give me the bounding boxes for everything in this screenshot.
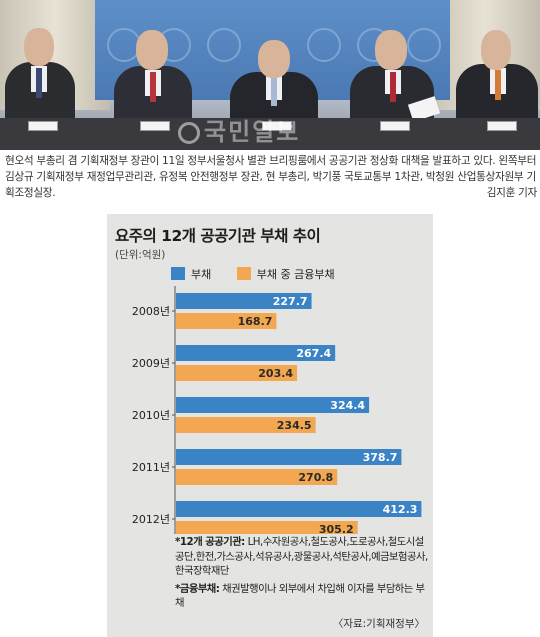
data-label: 227.7 <box>273 295 308 308</box>
caption-byline: 김지훈 기자 <box>486 187 538 199</box>
note-agencies: *12개 공공기관: LH,수자원공사,철도공사,도로공사,철도시설공단,한전,… <box>175 536 428 577</box>
bar-financial-debt <box>176 469 338 485</box>
bar-debt <box>176 345 336 361</box>
legend-swatch-debt <box>171 267 185 280</box>
legend-swatch-financial-debt <box>236 267 251 280</box>
bar-financial-debt <box>176 365 298 381</box>
bar-financial-debt <box>176 521 358 534</box>
legend-label-financial-debt: 부채 중 금융부채 <box>256 268 335 281</box>
legend-item-financial-debt: 부채 중 금융부채 <box>236 266 335 282</box>
chart-unit: (단위:억원) <box>115 249 166 261</box>
legend-item-debt: 부채 <box>171 266 211 282</box>
name-plate <box>28 121 58 131</box>
data-label: 412.3 <box>383 503 418 516</box>
bar-financial-debt <box>176 417 316 433</box>
category-label: 2009년 <box>132 357 170 370</box>
name-plate <box>487 121 517 131</box>
bar-debt <box>176 449 402 465</box>
name-plate <box>262 121 292 131</box>
category-label: 2012년 <box>132 513 170 526</box>
data-label: 168.7 <box>238 315 273 328</box>
chart-notes: *12개 공공기관: LH,수자원공사,철도공사,도로공사,철도시설공단,한전,… <box>175 535 429 614</box>
emblem-icon <box>407 28 441 62</box>
chart-legend: 부채 부채 중 금융부채 <box>171 266 357 282</box>
newspaper-watermark: 국민일보 <box>178 112 300 147</box>
category-label: 2011년 <box>132 461 170 474</box>
bar-financial-debt <box>176 313 277 329</box>
chart-source: 〈자료:기획재정부〉 <box>332 618 425 630</box>
emblem-icon <box>307 28 341 62</box>
data-label: 267.4 <box>296 347 331 360</box>
name-plate <box>380 121 410 131</box>
bar-debt <box>176 397 370 413</box>
emblem-icon <box>207 28 241 62</box>
bar-debt <box>176 293 312 309</box>
bar-debt <box>176 501 422 517</box>
data-label: 234.5 <box>277 419 312 432</box>
category-label: 2008년 <box>132 305 170 318</box>
watermark-logo-icon <box>178 122 200 144</box>
caption-text: 현오석 부총리 겸 기획재정부 장관이 11일 정부서울청사 별관 브리핑룸에서… <box>5 155 537 199</box>
data-label: 378.7 <box>363 451 398 464</box>
data-label: 270.8 <box>298 471 333 484</box>
photo-caption: 현오석 부총리 겸 기획재정부 장관이 11일 정부서울청사 별관 브리핑룸에서… <box>5 153 537 201</box>
press-photo: 국민일보 <box>0 0 540 150</box>
debt-infographic: 요주의 12개 공공기관 부채 추이 (단위:억원) 부채 부채 중 금융부채 … <box>107 214 433 637</box>
legend-label-debt: 부채 <box>191 268 212 281</box>
note-financial-debt: *금융부채: 채권발행이나 외부에서 차입해 이자를 부담하는 부채 <box>175 582 425 610</box>
category-label: 2010년 <box>132 409 170 422</box>
data-label: 203.4 <box>258 367 293 380</box>
chart-title: 요주의 12개 공공기관 부채 추이 <box>115 227 321 245</box>
data-label: 305.2 <box>319 523 354 534</box>
name-plate <box>140 121 170 131</box>
data-label: 324.4 <box>330 399 365 412</box>
